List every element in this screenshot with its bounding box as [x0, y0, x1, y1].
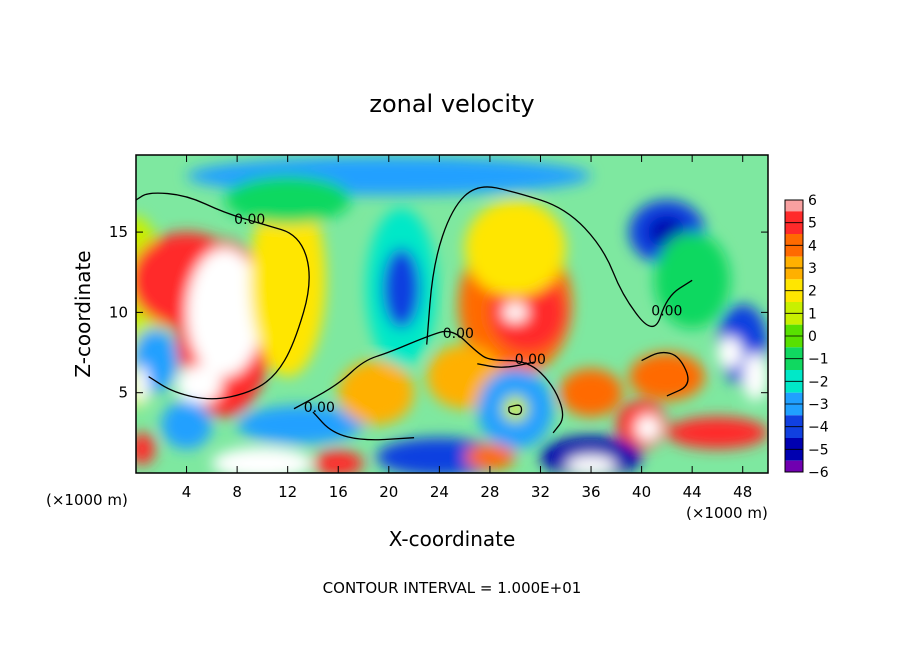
contour-label: 0.00 — [234, 212, 265, 228]
velocity-region — [666, 416, 768, 449]
y-axis-label: Z-coordinate — [71, 250, 95, 377]
colorbar-label: 6 — [808, 193, 817, 209]
velocity-region — [628, 352, 705, 401]
velocity-region — [559, 368, 623, 417]
colorbar-label: −4 — [808, 420, 829, 436]
colorbar-swatch — [785, 200, 803, 212]
x-tick-label: 16 — [329, 483, 348, 501]
x-unit-left: (×1000 m) — [46, 491, 128, 509]
velocity-region — [237, 405, 364, 445]
velocity-region — [502, 395, 528, 422]
x-tick-label: 4 — [182, 483, 192, 501]
x-tick-label: 20 — [379, 483, 398, 501]
colorbar-label: −3 — [808, 397, 829, 413]
zero-contour-line — [641, 351, 689, 397]
velocity-region — [249, 183, 326, 377]
velocity-region — [464, 444, 516, 470]
colorbar-label: 0 — [808, 329, 817, 345]
velocity-region — [176, 365, 222, 404]
velocity-region — [717, 336, 743, 369]
contour-label: 0.00 — [443, 326, 474, 342]
zero-contour-line — [477, 361, 535, 368]
velocity-region — [742, 352, 768, 401]
plot-frame — [135, 154, 769, 474]
zero-contour-line — [293, 330, 564, 434]
colorbar-swatch — [785, 460, 803, 472]
x-tick-label: 44 — [683, 483, 702, 501]
y-tick-label: 10 — [109, 303, 128, 321]
zero-contour-line — [312, 411, 415, 441]
colorbar-label: −6 — [808, 465, 829, 481]
velocity-region — [312, 450, 364, 473]
x-tick-label: 36 — [581, 483, 600, 501]
x-tick-label: 8 — [232, 483, 242, 501]
y-tick-label: 15 — [109, 223, 128, 241]
velocity-region — [382, 248, 421, 329]
velocity-region — [565, 455, 617, 473]
y-tick-label: 5 — [118, 384, 128, 402]
colorbar-label: −5 — [808, 442, 829, 458]
colorbar-label: 3 — [808, 261, 817, 277]
x-unit-right: (×1000 m) — [686, 504, 768, 522]
colorbar-label: 5 — [808, 216, 817, 232]
colorbar-label: −1 — [808, 352, 829, 368]
x-tick-label: 12 — [278, 483, 297, 501]
y-axis-ticks: 5 10 15 — [109, 223, 768, 402]
contour-lines — [136, 186, 693, 441]
velocity-region — [211, 447, 313, 473]
colorbar-label: 2 — [808, 284, 817, 300]
x-axis-ticks: 4 8 12 16 20 24 28 32 36 40 44 48 — [182, 155, 752, 501]
colorbar-label: −2 — [808, 374, 829, 390]
velocity-region — [464, 199, 566, 297]
x-axis-label: X-coordinate — [389, 527, 516, 551]
velocity-region — [540, 436, 642, 473]
velocity-region — [635, 415, 661, 441]
chart-title: zonal velocity — [369, 90, 534, 118]
contour-label: 0.00 — [651, 304, 682, 320]
colorbar: 6 5 4 3 2 1 0 −1 −2 −3 −4 −5 −6 — [784, 193, 829, 481]
velocity-region — [338, 360, 415, 425]
contour-label: 0.00 — [515, 352, 546, 368]
plot-area: 0.00 0.00 0.00 0.00 0.00 — [135, 154, 769, 474]
velocity-region — [502, 302, 528, 323]
contour-labels: 0.00 0.00 0.00 0.00 0.00 — [234, 212, 682, 416]
contour-interval-note: CONTOUR INTERVAL = 1.000E+01 — [323, 579, 582, 597]
velocity-region — [186, 248, 263, 377]
velocity-region — [161, 400, 212, 449]
velocity-region — [136, 432, 155, 465]
x-tick-label: 48 — [733, 483, 752, 501]
x-tick-label: 40 — [632, 483, 651, 501]
colorbar-label: 1 — [808, 306, 817, 322]
velocity-region — [224, 175, 351, 225]
x-tick-label: 24 — [430, 483, 449, 501]
zero-contour-line — [426, 186, 693, 345]
colorbar-label: 4 — [808, 238, 817, 254]
velocity-region — [136, 365, 149, 404]
zero-contour-line — [508, 404, 523, 416]
contour-label: 0.00 — [304, 400, 335, 416]
x-tick-label: 28 — [480, 483, 499, 501]
zero-contour-line — [136, 192, 310, 400]
x-tick-label: 32 — [531, 483, 550, 501]
